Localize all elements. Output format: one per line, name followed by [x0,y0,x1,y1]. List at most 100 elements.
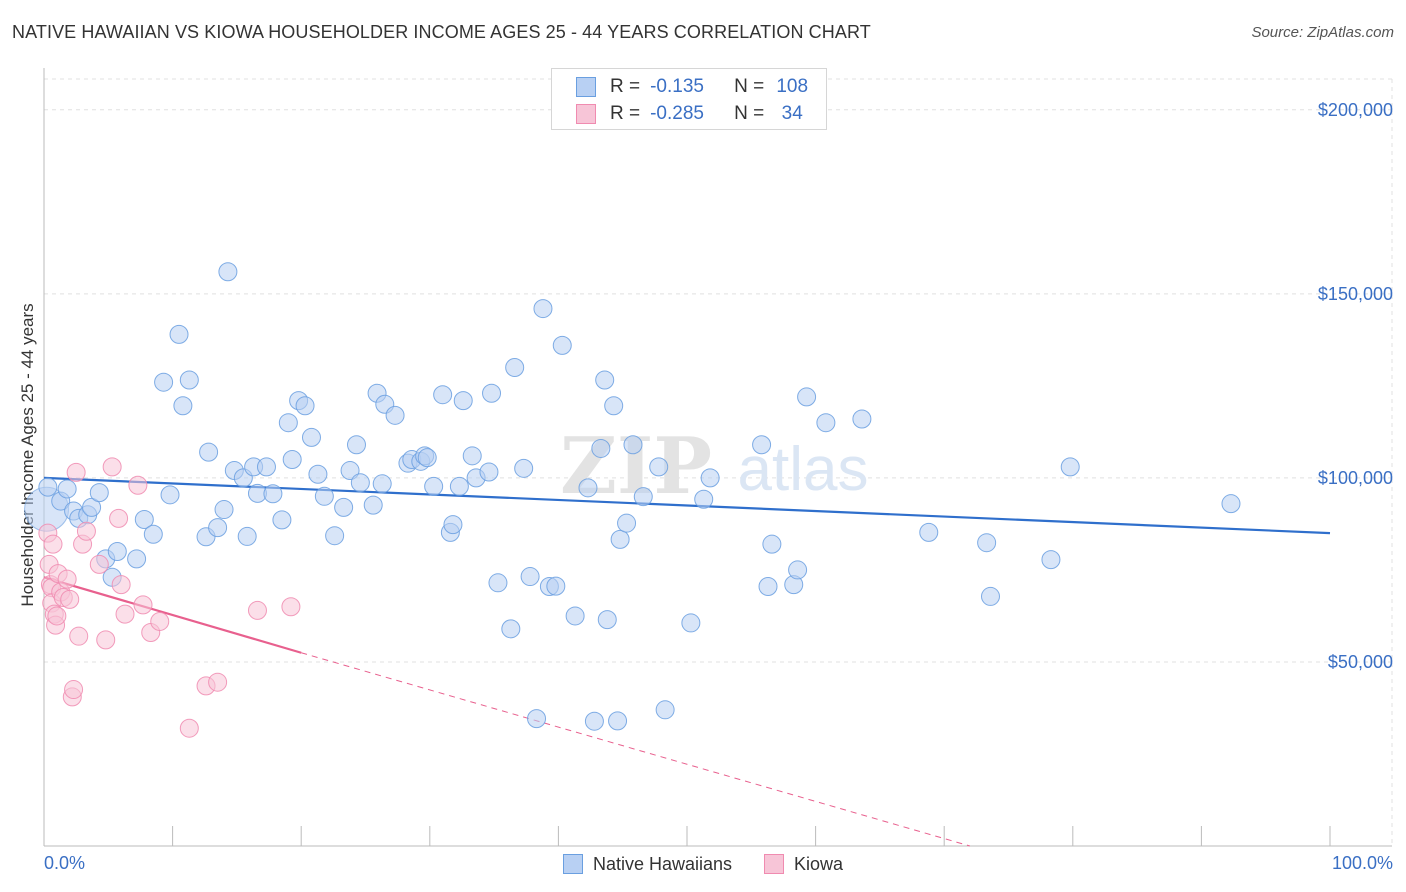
source-label: Source: ZipAtlas.com [1251,24,1394,41]
native-hawaiian-point [649,457,669,477]
native-hawaiian-point [655,700,675,720]
tick-labels: $50,000 $100,000 $150,000 $200,000 0.0% 100.0… [44,100,1393,873]
kiowa-point [281,597,301,617]
native-hawaiian-point [694,489,714,509]
native-hawaiian-point [752,435,772,455]
native-hawaiian-point [433,385,453,405]
native-hawaiian-point [453,391,473,411]
native-hawaiian-point [160,485,180,505]
legend-row-kiowa: R = -0.285 N = 34 [576,103,812,125]
native-hawaiian-point [443,515,463,535]
kiowa-point [208,672,228,692]
native-hawaiian-point [700,468,720,488]
kiowa-point [115,604,135,624]
series-legend-native-hawaiians[interactable]: Native Hawaiians [562,853,733,875]
series-swatch-native-hawaiians [562,854,583,874]
legend-n-label: N = [734,103,765,124]
axes [43,68,1392,847]
native-hawaiian-point [173,396,193,416]
series-name-native-hawaiians: Native Hawaiians [592,853,733,874]
kiowa-point [111,575,131,595]
native-hawaiian-point [505,357,525,377]
native-hawaiian-point [919,522,939,542]
native-hawaiian-point [82,497,102,517]
native-hawaiian-point [278,413,298,433]
native-hawaiian-point [533,299,553,319]
native-hawaiian-point [263,484,283,504]
native-hawaiian-point [301,427,321,447]
series-swatch-kiowa [764,854,785,874]
native-hawaiian-point [272,510,292,530]
native-hawaiian-point [199,442,219,462]
series-legend: Native Hawaiians Kiowa [0,851,1406,877]
native-hawaiian-point [424,476,444,496]
native-hawaiian-point [604,396,624,416]
x-tick-label: 0.0% [44,853,85,873]
legend-n-label: N = [734,76,765,97]
native-hawaiian-point [169,324,189,344]
native-hawaiian-point [584,711,604,731]
kiowa-point [247,600,267,620]
native-hawaiian-point [57,479,77,499]
native-hawaiian-point [546,576,566,596]
native-hawaiian-point [334,497,354,517]
native-hawaiian-point [681,613,701,633]
native-hawaiian-point [179,370,199,390]
native-hawaiian-point [314,486,334,506]
native-hawaiian-point [565,606,585,626]
native-hawaiian-point [134,509,154,529]
kiowa-point [109,508,129,528]
legend-r-label: R = [610,76,641,97]
series-name-kiowa: Kiowa [794,853,844,874]
native-hawaiian-point [527,709,547,729]
native-hawaiian-point [980,586,1000,606]
native-hawaiian-point [1060,457,1080,477]
native-hawaiian-point [623,435,643,455]
native-hawaiian-point [520,567,540,587]
kiowa-point [60,589,80,609]
native-hawaiian-point [214,500,234,520]
native-hawaiian-point [325,526,345,546]
native-hawaiian-point [633,487,653,507]
native-hawaiian-point [608,711,628,731]
native-hawaiian-point [346,435,366,455]
kiowa-point [64,680,84,700]
kiowa-point [43,534,63,554]
legend-r-label: R = [610,103,641,124]
legend-r-value: -0.135 [650,76,704,97]
kiowa-point [150,611,170,631]
native-hawaiian-point [350,473,370,493]
native-hawaiian-point [816,413,836,433]
y-tick-label: $150,000 [1318,284,1393,304]
native-hawaiian-point [363,495,383,515]
kiowa-point [133,595,153,615]
legend-row-native-hawaiians: R = -0.135 N = 108 [576,76,812,98]
native-hawaiian-point [127,549,147,569]
native-hawaiian-point [514,458,534,478]
native-hawaiian-point [417,448,437,468]
native-hawaiian-point [295,396,315,416]
legend-r-value: -0.285 [650,103,704,124]
native-hawaiian-point [610,529,630,549]
series-legend-kiowa[interactable]: Kiowa [764,854,843,875]
legend-n-value: 34 [781,103,803,124]
native-hawaiian-point [107,542,127,562]
native-hawaiian-point [385,405,405,425]
native-hawaiian-point [758,576,778,596]
native-hawaiian-point [256,457,276,477]
native-hawaiian-point [482,383,502,403]
legend-swatch-kiowa [576,104,596,124]
kiowa-trend-line [43,576,302,654]
kiowa-point [96,630,116,650]
native-hawaiian-point [282,450,302,469]
y-tick-label: $50,000 [1328,652,1393,672]
native-hawaiian-point [852,409,872,429]
kiowa-point [57,569,77,589]
native-hawaiian-point [1221,494,1241,514]
native-hawaiian-point [977,533,997,553]
kiowa-trend-extension [301,652,971,847]
kiowa-point [66,462,86,482]
native-hawaiian-point [479,462,499,482]
kiowa-point [128,475,148,495]
